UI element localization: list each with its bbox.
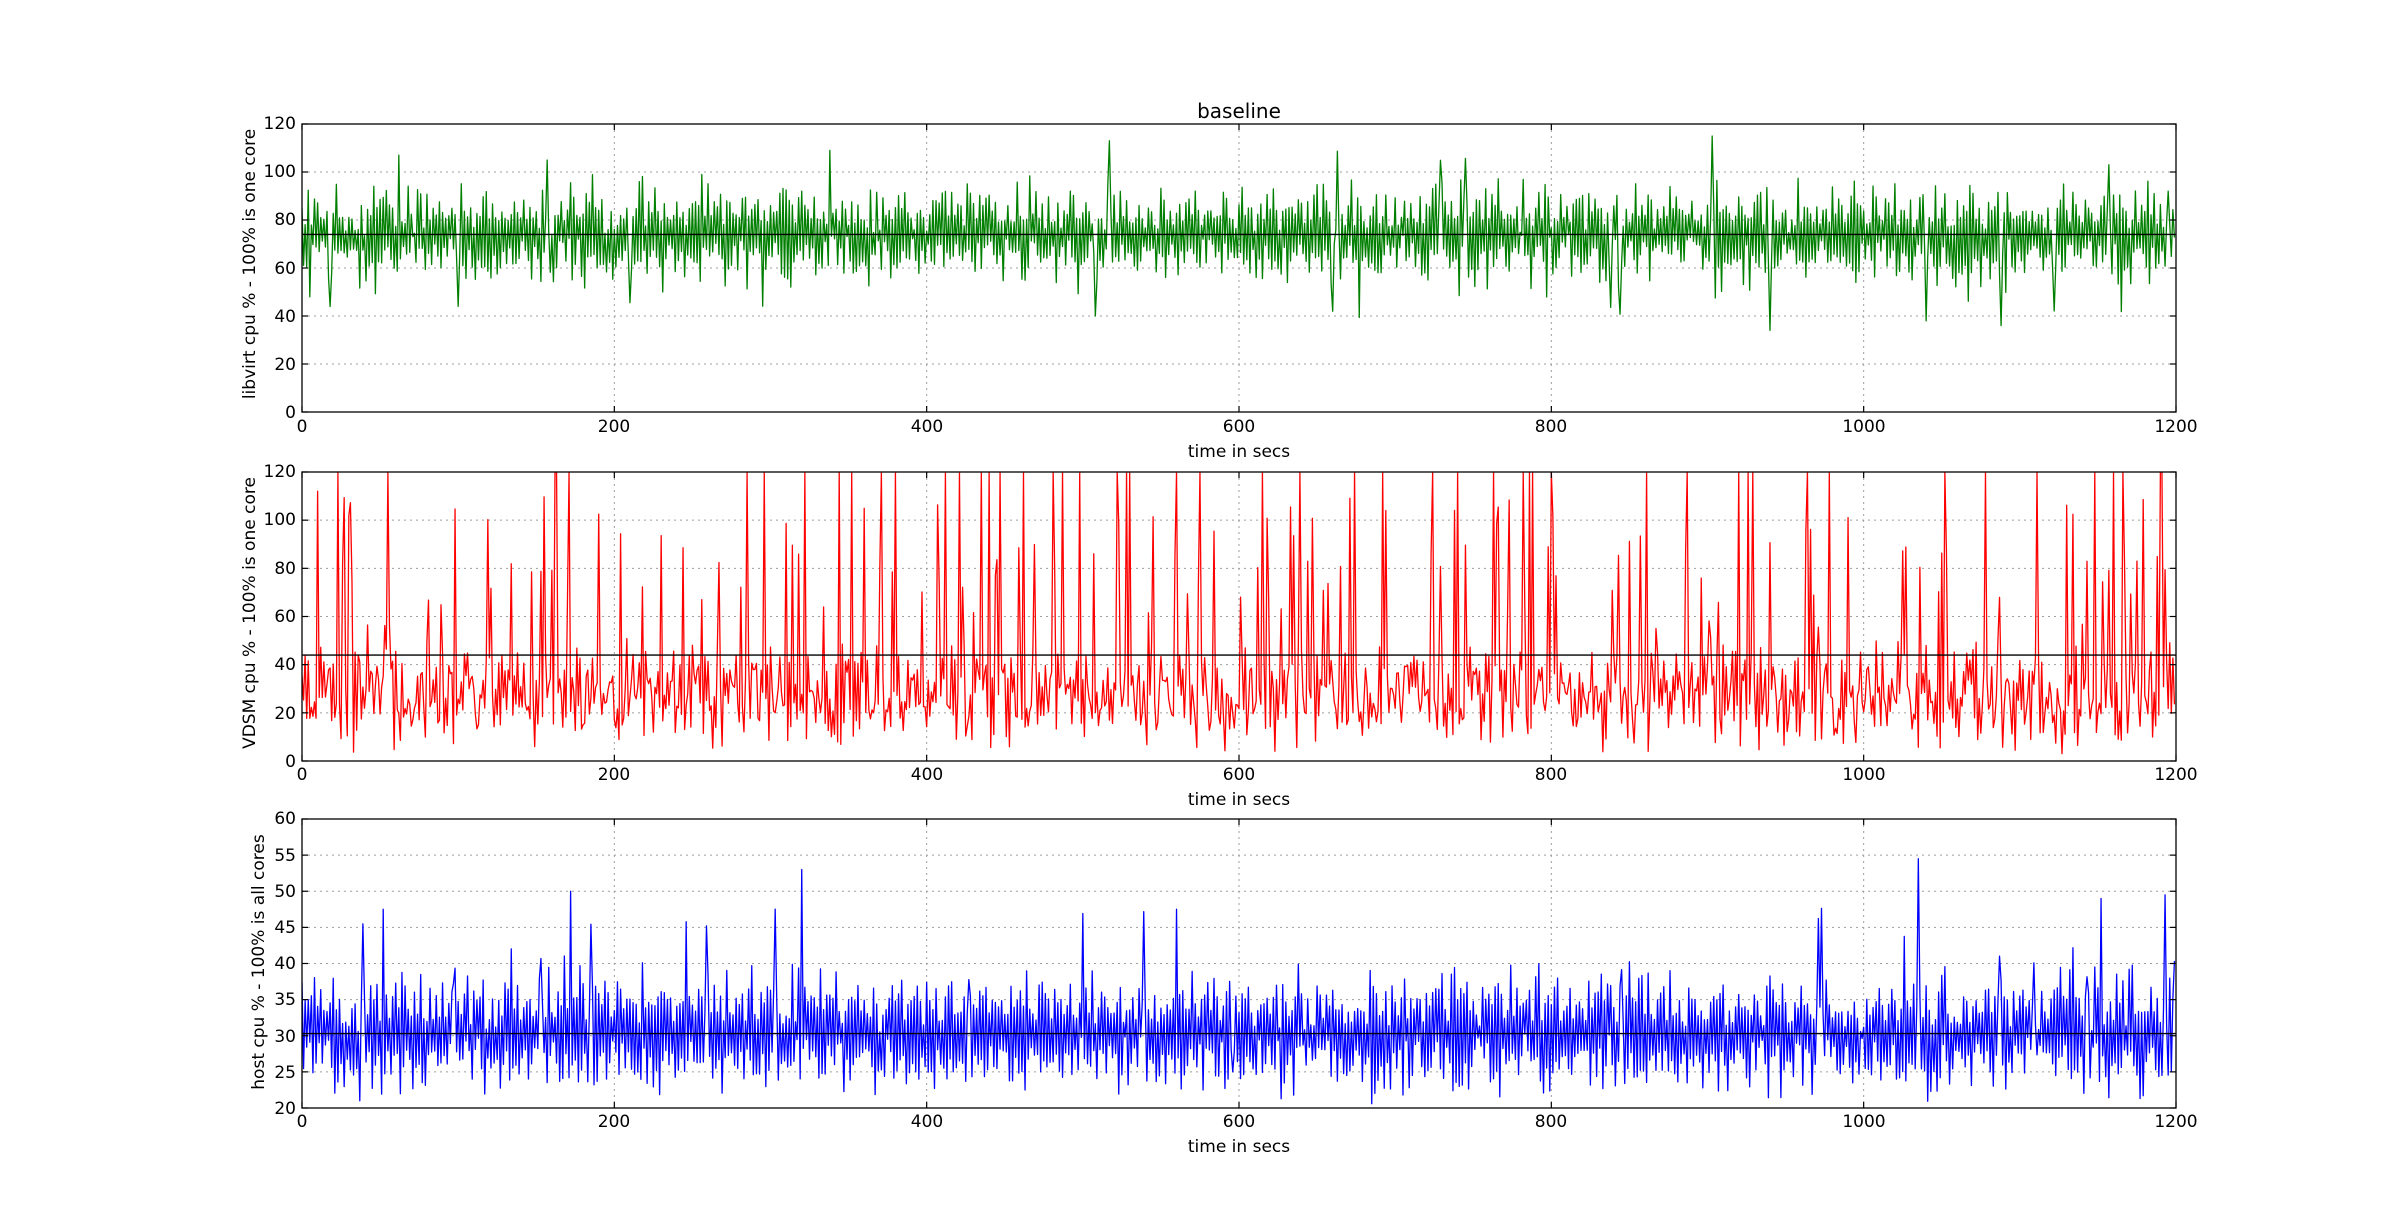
x-tick-labels: 0 200 400 600 800 1000 1200 (297, 765, 2198, 785)
x-tick-label: 1000 (1842, 1112, 1885, 1132)
subplot-vdsm: VDSM cpu % - 100% is one core time in se… (240, 462, 2198, 810)
x-tick-label: 1000 (1842, 765, 1885, 785)
subplot-libvirt: baseline libvirt cpu % - 100% is one cor… (240, 99, 2198, 462)
x-axis-label: time in secs (1188, 1137, 1290, 1157)
y-tick-label: 30 (274, 1027, 296, 1047)
x-tick-label: 1200 (2154, 417, 2197, 437)
x-tick-label: 0 (297, 417, 308, 437)
x-tick-label: 600 (1223, 417, 1255, 437)
y-tick-label: 45 (274, 918, 296, 938)
tick-marks (301, 123, 2177, 413)
y-tick-label: 50 (274, 882, 296, 902)
y-tick-label: 20 (274, 704, 296, 724)
y-axis-label: VDSM cpu % - 100% is one core (240, 477, 260, 749)
y-tick-labels: 20 25 30 35 40 45 50 55 60 (274, 809, 296, 1119)
x-tick-label: 800 (1535, 1112, 1567, 1132)
y-tick-label: 120 (264, 462, 296, 482)
series-line (302, 858, 2176, 1105)
y-axis-label: host cpu % - 100% is all cores (249, 834, 269, 1090)
x-tick-label: 1000 (1842, 417, 1885, 437)
x-tick-label: 200 (598, 417, 630, 437)
y-tick-label: 35 (274, 990, 296, 1010)
grid (301, 818, 2177, 1109)
x-tick-labels: 0 200 400 600 800 1000 1200 (297, 1112, 2198, 1132)
x-tick-label: 400 (911, 765, 943, 785)
x-tick-label: 800 (1535, 765, 1567, 785)
tick-marks (301, 818, 2177, 1109)
x-tick-label: 1200 (2154, 1112, 2197, 1132)
x-tick-label: 400 (911, 417, 943, 437)
y-tick-label: 100 (264, 510, 296, 530)
y-tick-label: 100 (264, 162, 296, 182)
y-tick-label: 40 (274, 307, 296, 327)
y-tick-label: 0 (285, 752, 296, 772)
y-tick-label: 40 (274, 954, 296, 974)
x-axis-label: time in secs (1188, 790, 1290, 810)
y-tick-label: 20 (274, 355, 296, 375)
y-tick-label: 60 (274, 607, 296, 627)
y-tick-label: 20 (274, 1099, 296, 1119)
x-tick-label: 600 (1223, 1112, 1255, 1132)
x-tick-label: 600 (1223, 765, 1255, 785)
y-axis-label: libvirt cpu % - 100% is one core (240, 129, 260, 399)
y-tick-label: 25 (274, 1063, 296, 1083)
y-tick-label: 80 (274, 210, 296, 230)
x-tick-label: 1200 (2154, 765, 2197, 785)
x-tick-labels: 0 200 400 600 800 1000 1200 (297, 417, 2198, 437)
x-tick-label: 0 (297, 765, 308, 785)
x-axis-label: time in secs (1188, 442, 1290, 462)
y-tick-label: 80 (274, 559, 296, 579)
y-tick-labels: 0 20 40 60 80 100 120 (264, 114, 296, 423)
y-tick-label: 120 (264, 114, 296, 134)
y-tick-label: 55 (274, 846, 296, 866)
x-tick-label: 0 (297, 1112, 308, 1132)
chart-title: baseline (1197, 99, 1281, 123)
series-line (302, 472, 2176, 755)
y-tick-label: 0 (285, 403, 296, 423)
tick-marks (301, 471, 2177, 762)
x-tick-label: 400 (911, 1112, 943, 1132)
y-tick-label: 40 (274, 655, 296, 675)
subplot-host: host cpu % - 100% is all cores time in s… (249, 809, 2198, 1157)
y-tick-label: 60 (274, 259, 296, 279)
y-tick-label: 60 (274, 809, 296, 829)
series-line (302, 135, 2176, 332)
y-tick-labels: 0 20 40 60 80 100 120 (264, 462, 296, 772)
x-tick-label: 800 (1535, 417, 1567, 437)
x-tick-label: 200 (598, 765, 630, 785)
x-tick-label: 200 (598, 1112, 630, 1132)
